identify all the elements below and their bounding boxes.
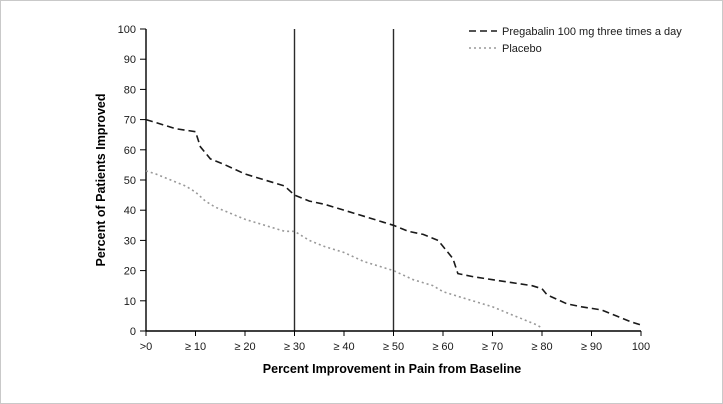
y-tick-label: 70 — [124, 115, 136, 127]
y-tick-label: 0 — [130, 326, 136, 338]
y-tick-label: 90 — [124, 54, 136, 66]
x-tick-label: ≥ 30 — [284, 341, 305, 353]
x-tick-label: ≥ 20 — [234, 341, 255, 353]
x-tick-label: ≥ 60 — [432, 341, 453, 353]
data-series — [145, 118, 642, 329]
series-line-placebo — [145, 170, 543, 329]
y-tick-label: 60 — [124, 145, 136, 157]
x-tick-label: >0 — [140, 341, 153, 353]
y-axis-ticks: 0 10 20 30 40 50 60 70 80 90 100 — [118, 24, 146, 338]
legend: Pregabalin 100 mg three times a day Plac… — [469, 26, 682, 55]
x-axis-ticks: >0 ≥ 10 ≥ 20 ≥ 30 ≥ 40 ≥ 50 ≥ 60 ≥ 70 ≥ 80 ≥ 90 10… — [140, 331, 650, 353]
y-tick-label: 40 — [124, 205, 136, 217]
x-tick-label: ≥ 50 — [383, 341, 404, 353]
x-tick-label: ≥ 90 — [581, 341, 602, 353]
x-tick-label: ≥ 80 — [531, 341, 552, 353]
y-tick-label: 80 — [124, 84, 136, 96]
x-axis-title: Percent Improvement in Pain from Baselin… — [263, 362, 521, 376]
y-axis-title: Percent of Patients Improved — [94, 94, 108, 267]
y-tick-label: 20 — [124, 266, 136, 278]
x-tick-label: ≥ 40 — [333, 341, 354, 353]
x-tick-label: ≥ 70 — [482, 341, 503, 353]
y-tick-label: 10 — [124, 296, 136, 308]
series-line-pregabalin — [145, 118, 642, 326]
reference-lines — [293, 29, 395, 331]
legend-label-pregabalin: Pregabalin 100 mg three times a day — [502, 26, 682, 38]
x-tick-label: ≥ 10 — [185, 341, 206, 353]
y-tick-label: 50 — [124, 175, 136, 187]
x-tick-label: 100 — [632, 341, 650, 353]
y-tick-label: 30 — [124, 235, 136, 247]
legend-label-placebo: Placebo — [502, 43, 542, 55]
y-tick-label: 100 — [118, 24, 136, 36]
